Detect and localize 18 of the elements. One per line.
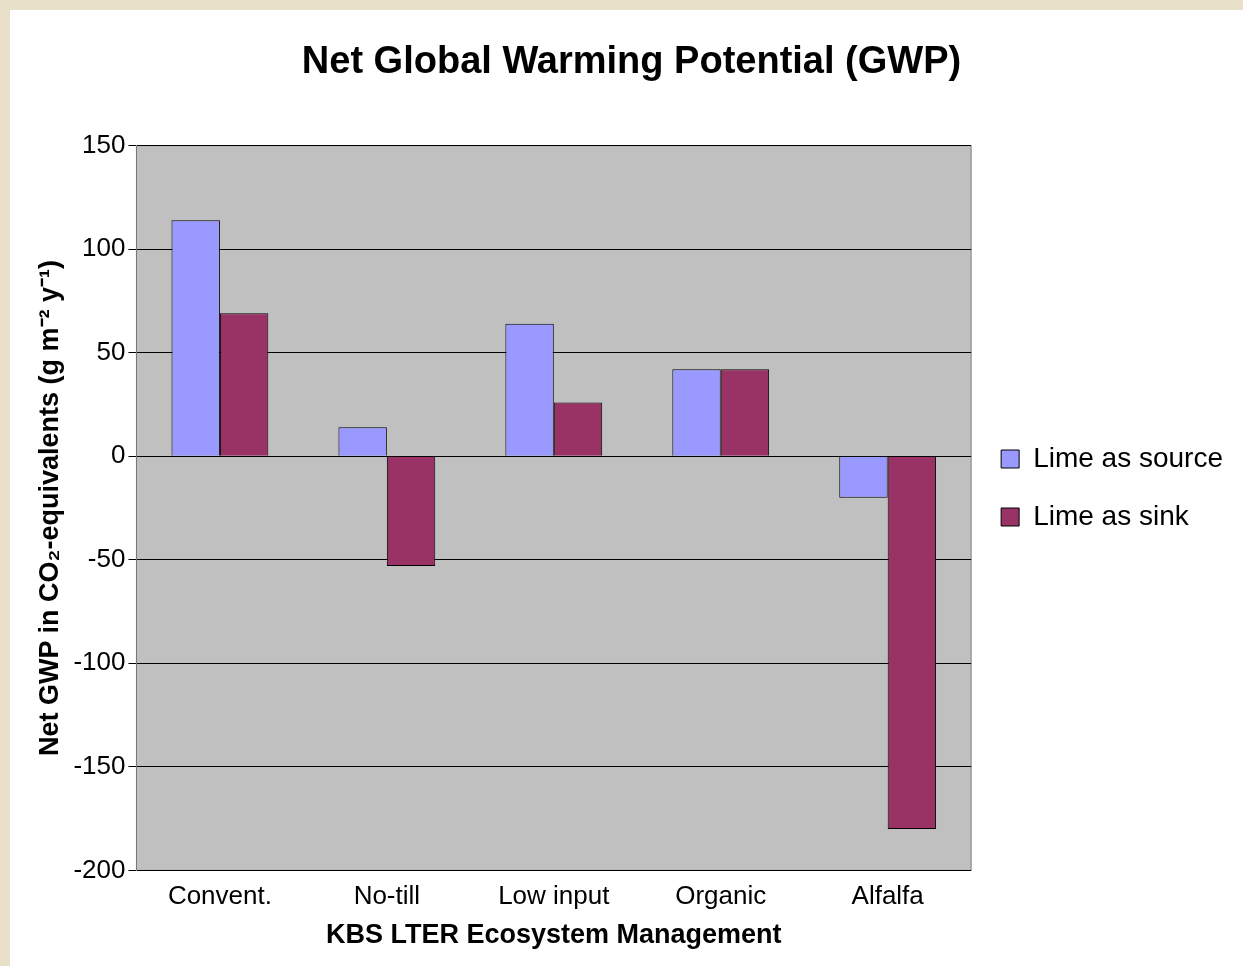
y-tick-label: 150 xyxy=(82,128,126,159)
y-tick-label: -150 xyxy=(73,750,126,781)
legend-label: Lime as source xyxy=(1033,441,1224,473)
chart-title: Net Global Warming Potential (GWP) xyxy=(301,39,962,82)
x-tick-label: No-till xyxy=(353,880,421,911)
y-tick-label: 0 xyxy=(110,439,126,470)
x-tick-label: Convent. xyxy=(167,880,272,911)
y-tick-label: 100 xyxy=(82,232,126,263)
x-tick-label: Organic xyxy=(675,880,767,911)
y-tick-label: -100 xyxy=(73,646,126,677)
y-axis-title: Net GWP in CO₂-equivalents (g m⁻² y⁻¹) xyxy=(33,259,64,757)
legend-label: Lime as sink xyxy=(1033,499,1190,531)
y-tick-label: 50 xyxy=(96,335,126,366)
x-axis-title: KBS LTER Ecosystem Management xyxy=(325,919,782,950)
x-tick-label: Alfalfa xyxy=(851,880,925,911)
x-tick-label: Low input xyxy=(498,880,611,911)
y-tick-label: -50 xyxy=(87,542,126,573)
y-tick-label: -200 xyxy=(73,853,126,884)
